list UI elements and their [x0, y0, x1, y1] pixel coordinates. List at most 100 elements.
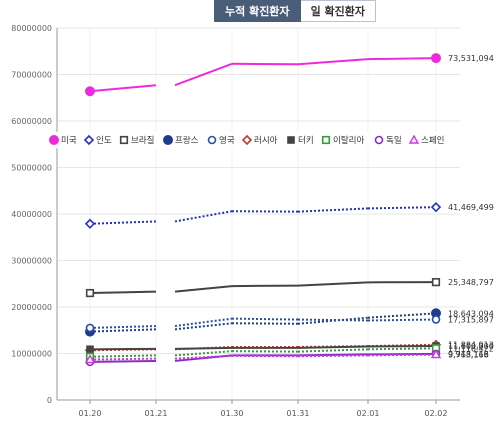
legend-item: 미국	[49, 135, 77, 146]
data-point	[431, 315, 441, 324]
data-point	[241, 134, 253, 146]
legend-label: 인도	[96, 135, 112, 146]
series-line-segment	[367, 318, 437, 322]
legend-label: 독일	[386, 136, 402, 146]
end-value-label: 11,600,000	[448, 342, 494, 351]
end-value-label: 11,884,913	[448, 341, 494, 350]
data-point	[83, 134, 95, 146]
data-point	[119, 135, 129, 145]
series-line-segment	[174, 317, 233, 328]
legend-item: 러시아	[241, 134, 278, 146]
y-tick-label: 20000000	[11, 303, 52, 312]
series-2	[85, 278, 441, 298]
y-tick-label: 0	[47, 396, 52, 405]
series-line-segment	[174, 210, 233, 223]
series-line-segment	[297, 348, 369, 353]
series-1	[84, 202, 442, 229]
tab-daily-cases[interactable]: 일 확진환자	[300, 0, 376, 22]
legend-item: 스페인	[408, 134, 444, 146]
data-point	[374, 135, 384, 145]
data-point	[207, 135, 217, 145]
end-value-label: 73,531,094	[448, 54, 494, 63]
series-line-segment	[174, 354, 233, 360]
series-line-segment	[367, 347, 437, 351]
legend-label: 영국	[219, 135, 235, 146]
series-line-segment	[89, 84, 157, 93]
end-value-label: 9,763,168	[448, 351, 489, 360]
tab-bar: 누적 확진환자 일 확진환자	[214, 0, 376, 22]
end-value-label: 41,469,499	[448, 203, 494, 212]
series-line-segment	[174, 285, 233, 293]
legend: 미국 인도 브라질 프랑스 영국 러시아 터키 이탈리아 독일 스페인	[47, 132, 483, 148]
series-line-segment	[297, 58, 369, 66]
legend-label: 미국	[61, 136, 77, 146]
series-line-segment	[174, 322, 233, 331]
series-4	[85, 315, 441, 333]
x-tick-label: 02.01	[357, 409, 380, 418]
series-6	[86, 342, 440, 354]
series-line-segment	[174, 62, 233, 87]
y-tick-label: 80000000	[11, 24, 52, 33]
legend-background	[47, 132, 483, 148]
series-3	[85, 308, 441, 337]
legend-label: 이탈리아	[333, 135, 364, 146]
data-point	[431, 278, 441, 287]
legend-label: 스페인	[421, 135, 444, 146]
data-point	[430, 202, 442, 213]
data-point	[321, 135, 331, 145]
series-0	[85, 53, 441, 97]
data-point	[86, 345, 94, 354]
data-point	[85, 86, 95, 97]
series-line-segment	[367, 312, 437, 319]
data-point	[85, 288, 95, 298]
x-tick-label: 01.30	[221, 409, 244, 418]
end-value-label: 25,348,797	[448, 278, 494, 287]
series-9	[84, 349, 442, 364]
x-tick-label: 01.21	[145, 409, 168, 418]
legend-item: 인도	[83, 134, 112, 146]
series-line-segment	[297, 353, 369, 357]
y-tick-label: 30000000	[11, 257, 52, 266]
series-line-segment	[231, 317, 299, 321]
series-line-segment	[367, 343, 437, 348]
legend-label: 러시아	[254, 135, 278, 146]
series-line-segment	[297, 207, 369, 213]
series-line-segment	[89, 328, 157, 333]
series-line-segment	[89, 354, 157, 358]
end-value-label: 17,315,897	[448, 315, 494, 324]
series-line-segment	[174, 346, 233, 350]
legend-item: 영국	[207, 135, 235, 146]
series-line-segment	[367, 353, 437, 357]
end-value-label: 18,643,094	[448, 309, 494, 318]
x-tick-label: 02.02	[425, 409, 448, 418]
series-line-segment	[367, 206, 437, 210]
data-point	[431, 53, 441, 64]
y-tick-label: 70000000	[11, 71, 52, 80]
x-tick-label: 01.31	[287, 409, 310, 418]
data-point	[85, 323, 95, 333]
tab-cumulative-cases[interactable]: 누적 확진환자	[214, 0, 301, 22]
series-line-segment	[174, 350, 233, 357]
series-line-segment	[297, 316, 369, 325]
series-line-segment	[89, 325, 157, 329]
series-line-segment	[297, 281, 369, 287]
legend-item: 프랑스	[163, 135, 199, 146]
data-point	[408, 134, 420, 144]
series-line-segment	[297, 345, 369, 349]
data-point	[430, 349, 442, 359]
y-tick-label: 40000000	[11, 210, 52, 219]
y-tick-label: 50000000	[11, 164, 52, 173]
series-line-segment	[297, 318, 369, 322]
y-tick-label: 60000000	[11, 117, 52, 126]
legend-label: 터키	[298, 136, 314, 146]
data-point	[84, 218, 96, 229]
legend-label: 브라질	[131, 135, 154, 146]
legend-label: 프랑스	[175, 135, 199, 146]
end-value-label: 11,116,422	[448, 344, 494, 353]
legend-item: 독일	[374, 135, 402, 146]
data-point	[84, 354, 96, 364]
end-value-label: 9,918,116	[448, 350, 489, 359]
series-line-segment	[89, 357, 157, 361]
x-tick-label: 01.20	[79, 409, 102, 418]
